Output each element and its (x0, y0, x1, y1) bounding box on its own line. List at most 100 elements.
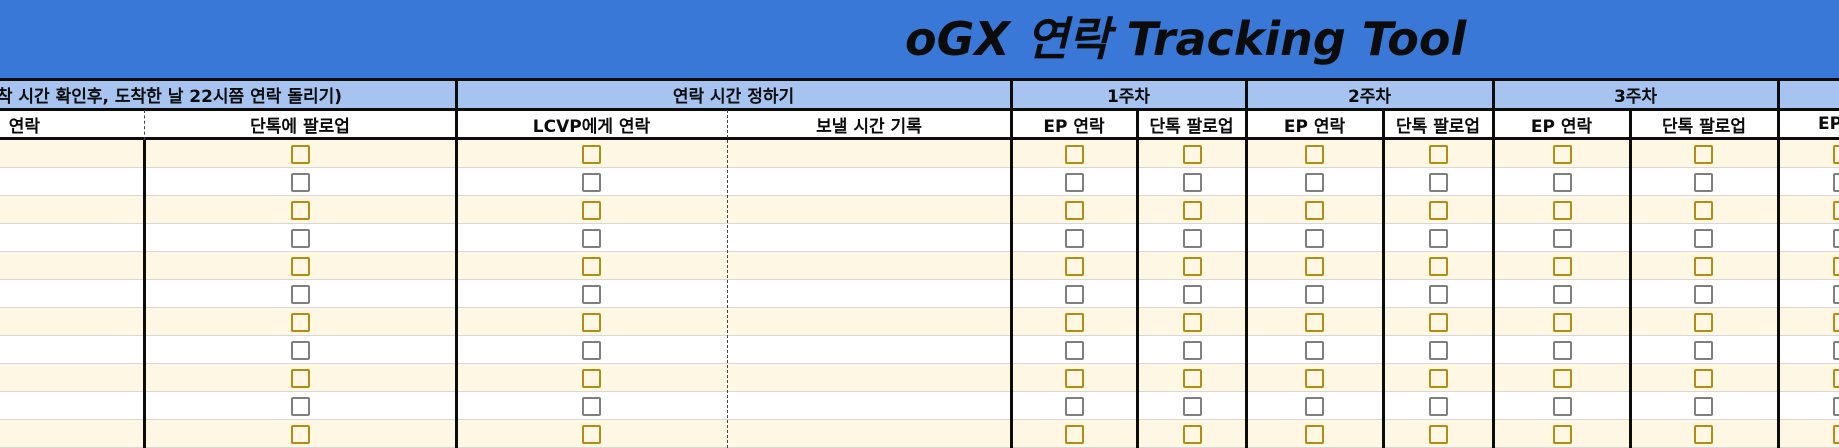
checkbox[interactable] (1305, 425, 1324, 444)
checkbox[interactable] (1553, 173, 1572, 192)
checkbox[interactable] (1694, 201, 1713, 220)
checkbox[interactable] (1553, 285, 1572, 304)
checkbox[interactable] (1694, 229, 1713, 248)
checkbox[interactable] (1183, 145, 1202, 164)
checkbox[interactable] (582, 313, 601, 332)
checkbox[interactable] (582, 257, 601, 276)
checkbox[interactable] (1305, 285, 1324, 304)
checkbox[interactable] (1065, 257, 1084, 276)
checkbox[interactable] (1833, 145, 1839, 164)
checkbox[interactable] (1833, 425, 1839, 444)
checkbox[interactable] (1833, 341, 1839, 360)
checkbox[interactable] (1183, 285, 1202, 304)
checkbox[interactable] (1305, 145, 1324, 164)
checkbox[interactable] (582, 397, 601, 416)
checkbox[interactable] (1694, 173, 1713, 192)
checkbox[interactable] (1065, 145, 1084, 164)
checkbox[interactable] (1305, 397, 1324, 416)
checkbox[interactable] (582, 173, 601, 192)
checkbox[interactable] (1833, 369, 1839, 388)
checkbox[interactable] (1429, 173, 1448, 192)
checkbox[interactable] (1553, 341, 1572, 360)
checkbox[interactable] (1553, 201, 1572, 220)
checkbox[interactable] (1065, 313, 1084, 332)
checkbox[interactable] (1183, 341, 1202, 360)
checkbox[interactable] (582, 229, 601, 248)
checkbox[interactable] (291, 369, 310, 388)
checkbox[interactable] (1183, 397, 1202, 416)
checkbox[interactable] (1694, 369, 1713, 388)
checkbox[interactable] (582, 369, 601, 388)
checkbox[interactable] (582, 201, 601, 220)
checkbox[interactable] (1553, 229, 1572, 248)
checkbox[interactable] (1305, 201, 1324, 220)
checkbox[interactable] (582, 145, 601, 164)
checkbox[interactable] (1429, 285, 1448, 304)
checkbox[interactable] (1183, 313, 1202, 332)
checkbox[interactable] (1553, 369, 1572, 388)
checkbox[interactable] (291, 397, 310, 416)
checkbox[interactable] (1065, 341, 1084, 360)
checkbox[interactable] (1833, 313, 1839, 332)
checkbox[interactable] (1305, 341, 1324, 360)
checkbox[interactable] (1429, 229, 1448, 248)
checkbox[interactable] (1065, 201, 1084, 220)
checkbox[interactable] (1429, 313, 1448, 332)
checkbox[interactable] (1429, 201, 1448, 220)
checkbox[interactable] (1183, 257, 1202, 276)
checkbox[interactable] (291, 173, 310, 192)
checkbox[interactable] (1429, 425, 1448, 444)
checkbox[interactable] (1065, 229, 1084, 248)
checkbox[interactable] (1065, 369, 1084, 388)
checkbox[interactable] (582, 341, 601, 360)
checkbox[interactable] (291, 313, 310, 332)
checkbox[interactable] (1833, 285, 1839, 304)
checkbox[interactable] (1183, 369, 1202, 388)
column-header: EP 연락 (1011, 110, 1137, 138)
checkbox[interactable] (1429, 369, 1448, 388)
checkbox[interactable] (1305, 369, 1324, 388)
checkbox[interactable] (582, 425, 601, 444)
checkbox[interactable] (291, 145, 310, 164)
checkbox[interactable] (1065, 425, 1084, 444)
checkbox[interactable] (1183, 201, 1202, 220)
checkbox[interactable] (1429, 257, 1448, 276)
checkbox[interactable] (1694, 341, 1713, 360)
checkbox[interactable] (1183, 173, 1202, 192)
checkbox[interactable] (1553, 145, 1572, 164)
checkbox[interactable] (291, 229, 310, 248)
checkbox[interactable] (1429, 397, 1448, 416)
checkbox[interactable] (1694, 285, 1713, 304)
checkbox[interactable] (582, 285, 601, 304)
checkbox[interactable] (1553, 313, 1572, 332)
checkbox[interactable] (1065, 285, 1084, 304)
checkbox[interactable] (1694, 313, 1713, 332)
checkbox[interactable] (291, 257, 310, 276)
checkbox[interactable] (1553, 425, 1572, 444)
checkbox[interactable] (291, 341, 310, 360)
checkbox[interactable] (1833, 201, 1839, 220)
checkbox[interactable] (1833, 257, 1839, 276)
checkbox[interactable] (1183, 229, 1202, 248)
checkbox[interactable] (1833, 397, 1839, 416)
checkbox[interactable] (1694, 257, 1713, 276)
checkbox[interactable] (1694, 397, 1713, 416)
checkbox[interactable] (1694, 145, 1713, 164)
checkbox[interactable] (1065, 397, 1084, 416)
checkbox[interactable] (1429, 341, 1448, 360)
checkbox[interactable] (291, 425, 310, 444)
checkbox[interactable] (291, 285, 310, 304)
checkbox[interactable] (1553, 257, 1572, 276)
checkbox[interactable] (1065, 173, 1084, 192)
checkbox[interactable] (1305, 173, 1324, 192)
checkbox[interactable] (1305, 313, 1324, 332)
checkbox[interactable] (1833, 173, 1839, 192)
checkbox[interactable] (1694, 425, 1713, 444)
checkbox[interactable] (291, 201, 310, 220)
checkbox[interactable] (1305, 257, 1324, 276)
checkbox[interactable] (1429, 145, 1448, 164)
checkbox[interactable] (1833, 229, 1839, 248)
checkbox[interactable] (1305, 229, 1324, 248)
checkbox[interactable] (1553, 397, 1572, 416)
checkbox[interactable] (1183, 425, 1202, 444)
